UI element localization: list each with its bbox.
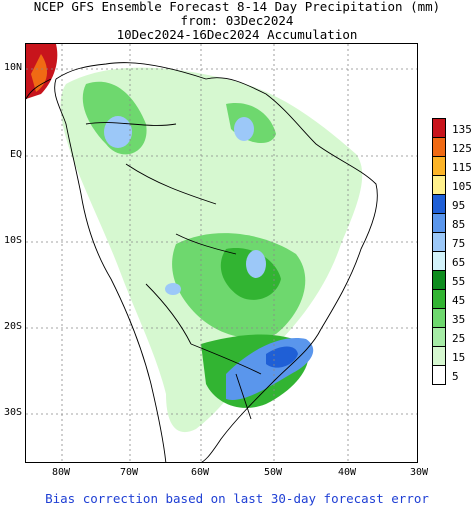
legend-label-95: 95 [452, 199, 466, 212]
precip-max-central [246, 250, 266, 278]
precip-extreme-edge [31, 54, 48, 92]
color-legend [432, 118, 446, 385]
legend-swatch-65 [432, 251, 446, 271]
legend-label-105: 105 [452, 180, 472, 193]
legend-swatch-105 [432, 175, 446, 195]
accumulation-period: 10Dec2024-16Dec2024 Accumulation [116, 27, 358, 42]
legend-label-65: 65 [452, 256, 466, 269]
legend-label-125: 125 [452, 142, 472, 155]
lon-label-80w: 80W [51, 467, 71, 478]
legend-swatch-25 [432, 327, 446, 347]
map-canvas [26, 44, 417, 462]
legend-swatch-115 [432, 156, 446, 176]
lon-label-70w: 70W [119, 467, 139, 478]
precip-max-bolivia [165, 283, 181, 295]
legend-label-15: 15 [452, 351, 466, 364]
legend-label-35: 35 [452, 313, 466, 326]
legend-swatch-95 [432, 194, 446, 214]
precip-max-northwest [104, 116, 132, 148]
legend-label-5: 5 [452, 370, 459, 383]
legend-label-115: 115 [452, 161, 472, 174]
lon-label-40w: 40W [337, 467, 357, 478]
legend-swatch-135 [432, 118, 446, 138]
lat-label-10n: 10N [3, 62, 22, 73]
lat-label-eq: EQ [9, 149, 22, 160]
legend-swatch-55 [432, 270, 446, 290]
south-america-coast [54, 62, 378, 462]
precip-max-amazon [234, 117, 254, 141]
bias-correction-note: Bias correction based on last 30-day for… [45, 491, 429, 506]
lon-label-30w: 30W [409, 467, 429, 478]
legend-swatch-75 [432, 232, 446, 252]
lon-label-50w: 50W [263, 467, 283, 478]
precip-fill-layer [26, 44, 363, 433]
legend-swatch-35 [432, 308, 446, 328]
lon-label-60w: 60W [190, 467, 210, 478]
legend-swatch-85 [432, 213, 446, 233]
country-borders [85, 122, 262, 420]
legend-label-75: 75 [452, 237, 466, 250]
legend-label-55: 55 [452, 275, 466, 288]
legend-label-85: 85 [452, 218, 466, 231]
legend-label-45: 45 [452, 294, 466, 307]
precipitation-map [25, 43, 418, 463]
legend-label-135: 135 [452, 123, 472, 136]
precip-core-southeast [266, 346, 298, 368]
legend-swatch-5 [432, 365, 446, 385]
map-title: NCEP GFS Ensemble Forecast 8-14 Day Prec… [33, 0, 441, 14]
lat-label-10s: 10S [3, 235, 22, 246]
central-america-coast [26, 78, 52, 100]
legend-swatch-15 [432, 346, 446, 366]
lat-label-20s: 20S [3, 321, 22, 332]
legend-swatch-125 [432, 137, 446, 157]
legend-swatch-45 [432, 289, 446, 309]
forecast-issue-date: from: 03Dec2024 [180, 13, 294, 28]
lat-label-30s: 30S [3, 407, 22, 418]
legend-label-25: 25 [452, 332, 466, 345]
coastlines [26, 62, 378, 462]
